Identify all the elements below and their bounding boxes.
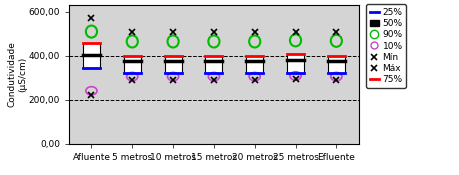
Bar xyxy=(164,56,181,73)
Y-axis label: Condutividade
(μS/cm): Condutividade (μS/cm) xyxy=(8,41,27,107)
Legend: 25%, 50%, 90%, 10%, Mín, Máx, 75%: 25%, 50%, 90%, 10%, Mín, Máx, 75% xyxy=(365,4,405,88)
Bar xyxy=(286,54,303,73)
Bar xyxy=(123,56,140,73)
Bar xyxy=(83,43,100,68)
Bar xyxy=(246,56,263,73)
Bar xyxy=(327,56,344,73)
Bar xyxy=(205,56,222,73)
